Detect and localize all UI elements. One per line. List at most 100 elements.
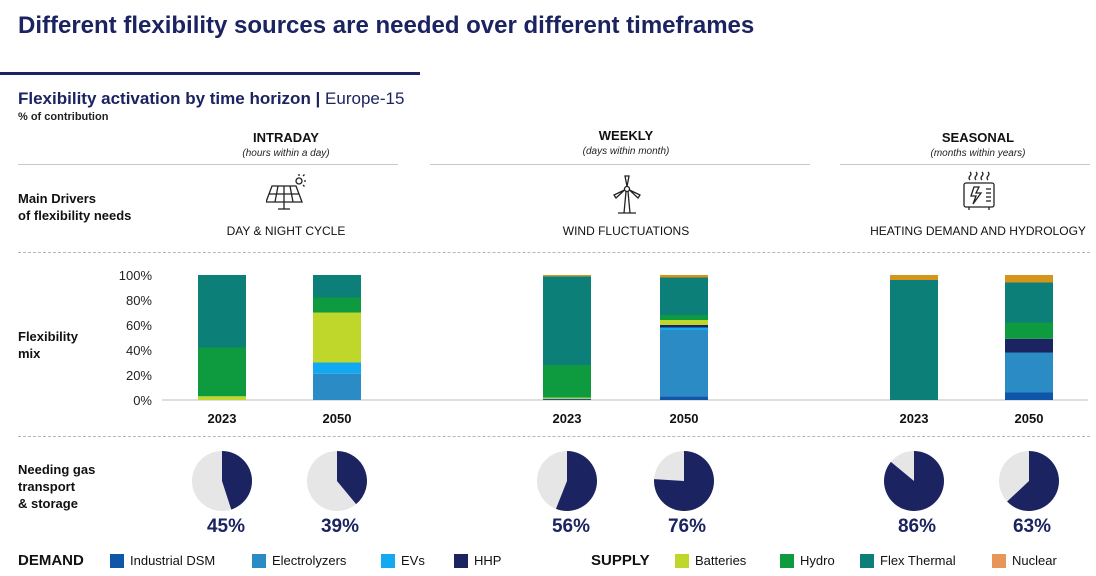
bar-segment-evs — [660, 327, 708, 330]
legend-supply-heading: SUPPLY — [591, 552, 650, 569]
x-tick-label: 2023 — [900, 411, 929, 426]
bar-segment-evs — [313, 362, 361, 374]
legend-item: HHP — [454, 553, 501, 568]
y-tick-label: 100% — [119, 268, 153, 283]
gas-pct-label: 45% — [206, 516, 246, 537]
x-tick-label: 2050 — [670, 411, 699, 426]
horizon-sub-weekly: (days within month) — [582, 146, 670, 157]
legend-swatch — [675, 553, 689, 568]
pie-gas-slice — [654, 451, 715, 511]
bar-segment-flex-thermal — [660, 277, 708, 315]
x-tick-label: 2050 — [323, 411, 352, 426]
gas-share-pie — [654, 451, 715, 511]
gas-pct-label: 76% — [667, 516, 707, 537]
horizon-divider — [18, 164, 398, 165]
horizon-sub-seasonal: (months within years) — [930, 148, 1026, 159]
legend-swatch — [381, 553, 395, 568]
bar-segment-flex-thermal — [198, 275, 246, 348]
legend-swatch — [780, 553, 794, 568]
horizon-title-weekly: WEEKLY — [598, 128, 654, 143]
bar-segment-nuclear — [660, 275, 708, 278]
gas-share-pie — [537, 451, 598, 512]
legend-item: Industrial DSM — [110, 553, 215, 568]
legend-item: Nuclear — [992, 553, 1057, 568]
bar-segment-nuclear — [890, 275, 938, 280]
bar-segment-nuclear — [1005, 275, 1053, 283]
legend-swatch — [252, 553, 266, 568]
pie-gas-slice — [337, 451, 368, 505]
row-label-mix: Flexibility mix — [18, 329, 78, 361]
subtitle-bold: Flexibility activation by time horizon | — [18, 89, 321, 108]
chart-subtitle: Flexibility activation by time horizon |… — [18, 89, 404, 109]
bar-segment-industrial-dsm — [543, 398, 591, 400]
driver-label-intraday: DAY & NIGHT CYCLE — [226, 224, 346, 238]
bar-segment-hydro — [660, 315, 708, 320]
x-tick-label: 2050 — [1015, 411, 1044, 426]
stacked-bar — [313, 275, 361, 400]
gas-pct-label: 63% — [1012, 516, 1052, 537]
legend-item: Flex Thermal — [860, 553, 956, 568]
bar-segment-hydro — [313, 297, 361, 313]
x-tick-label: 2023 — [208, 411, 237, 426]
stacked-bar — [660, 275, 708, 400]
section-divider — [18, 252, 1090, 253]
horizon-divider — [840, 164, 1090, 165]
stacked-bar — [198, 275, 246, 400]
bar-segment-flex-thermal — [313, 275, 361, 298]
bar-segment-electrolyzers — [313, 373, 361, 400]
horizon-divider — [430, 164, 810, 165]
legend-item: Electrolyzers — [252, 553, 346, 568]
legend-swatch — [860, 553, 874, 568]
bar-segment-batteries — [313, 312, 361, 363]
legend-swatch — [992, 553, 1006, 568]
bar-segment-flex-thermal — [543, 276, 591, 365]
bar-segment-electrolyzers — [1005, 352, 1053, 393]
wind-turbine-icon — [613, 175, 641, 214]
legend-demand-heading: DEMAND — [18, 552, 84, 569]
bar-segment-hhp — [660, 325, 708, 328]
bar-segment-flex-thermal — [1005, 282, 1053, 323]
pie-gas-slice — [555, 451, 598, 512]
bar-segment-hydro — [198, 347, 246, 397]
driver-label-seasonal: HEATING DEMAND AND HYDROLOGY — [870, 224, 1086, 238]
unit-note: % of contribution — [18, 111, 109, 123]
bar-segment-hydro — [1005, 322, 1053, 339]
bar-segment-industrial-dsm — [1005, 392, 1053, 400]
gas-pct-label: 39% — [320, 516, 360, 537]
y-tick-label: 20% — [126, 368, 152, 383]
horizon-title-intraday: INTRADAY — [253, 130, 319, 145]
legend-item: Batteries — [675, 553, 746, 568]
bar-segment-hydro — [543, 365, 591, 398]
title-underline — [0, 72, 420, 75]
bar-segment-flex-thermal — [890, 280, 938, 400]
horizon-title-seasonal: SEASONAL — [941, 130, 1015, 145]
legend-item: Hydro — [780, 553, 835, 568]
page-title: Different flexibility sources are needed… — [18, 12, 755, 39]
bar-segment-nuclear — [543, 275, 591, 277]
pie-gas-slice — [222, 451, 253, 510]
bar-segment-hhp — [1005, 338, 1053, 353]
bar-segment-batteries — [543, 397, 591, 399]
gas-share-pie — [999, 451, 1059, 511]
row-label-drivers: Main Drivers of flexibility needs — [18, 191, 132, 223]
gas-pct-label: 56% — [551, 516, 591, 537]
pie-gas-slice — [1007, 451, 1059, 511]
heater-icon — [963, 171, 995, 210]
pie-gas-slice — [883, 451, 945, 512]
legend: DEMAND Industrial DSM Electrolyzers EVs … — [18, 552, 1090, 572]
bar-segment-electrolyzers — [660, 330, 708, 397]
stacked-bar — [890, 275, 938, 400]
solar-panel-icon — [266, 174, 306, 210]
horizon-sub-intraday: (hours within a day) — [242, 148, 330, 159]
y-tick-label: 0% — [133, 393, 152, 408]
x-tick-label: 2023 — [553, 411, 582, 426]
gas-share-pie — [883, 451, 945, 512]
stacked-bar — [543, 275, 591, 400]
y-tick-label: 80% — [126, 293, 152, 308]
legend-swatch — [110, 553, 124, 568]
section-divider — [18, 436, 1090, 437]
y-tick-label: 60% — [126, 318, 152, 333]
subtitle-region: Europe-15 — [325, 89, 405, 108]
bar-segment-batteries — [660, 320, 708, 325]
